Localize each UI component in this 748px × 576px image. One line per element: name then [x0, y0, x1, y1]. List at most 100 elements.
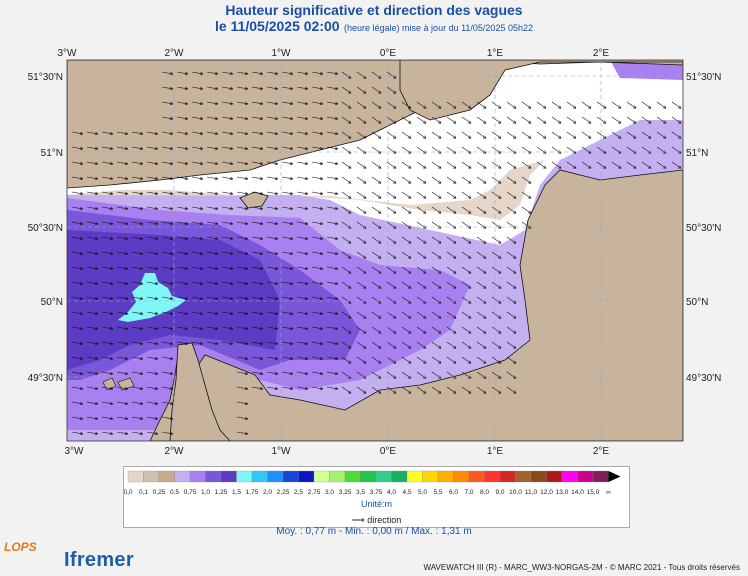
- direction-arrow: [341, 311, 352, 319]
- direction-arrow: [101, 401, 113, 405]
- direction-arrow: [476, 356, 487, 364]
- direction-arrowhead: [289, 131, 294, 136]
- direction-arrow: [266, 296, 278, 300]
- direction-arrow: [386, 161, 397, 169]
- direction-arrow: [251, 86, 263, 90]
- direction-arrow: [266, 71, 278, 75]
- direction-arrowhead: [124, 341, 129, 346]
- direction-arrowhead: [467, 105, 472, 109]
- direction-arrow: [281, 116, 293, 120]
- direction-arrowhead: [334, 311, 339, 316]
- direction-arrowhead: [677, 120, 682, 124]
- direction-arrow: [326, 311, 338, 315]
- direction-arrowhead: [244, 221, 249, 226]
- direction-arrow: [326, 101, 338, 105]
- direction-arrow: [146, 206, 158, 210]
- direction-arrow: [536, 116, 547, 124]
- direction-arrowhead: [407, 120, 412, 124]
- legend-tick-label: 10,0: [509, 489, 522, 496]
- direction-arrow: [326, 371, 338, 375]
- direction-arrowhead: [139, 371, 144, 376]
- lat-label-right: 49°30'N: [686, 373, 721, 384]
- direction-arrow: [86, 341, 98, 345]
- direction-arrow: [191, 101, 203, 105]
- direction-arrowhead: [572, 165, 577, 169]
- direction-arrowhead: [214, 326, 219, 331]
- direction-arrow: [521, 101, 532, 109]
- direction-arrow: [476, 146, 487, 154]
- direction-arrow: [491, 101, 502, 109]
- direction-arrowhead: [452, 240, 457, 244]
- direction-arrowhead: [94, 401, 99, 406]
- direction-arrowhead: [407, 285, 412, 289]
- direction-arrow: [131, 296, 143, 300]
- direction-arrowhead: [289, 86, 294, 91]
- direction-arrowhead: [289, 296, 294, 301]
- direction-arrow: [476, 206, 487, 214]
- direction-arrowhead: [587, 150, 592, 154]
- direction-arrow: [101, 206, 113, 210]
- direction-arrowhead: [512, 240, 517, 244]
- zone-0-75-east: [610, 60, 683, 80]
- direction-arrowhead: [334, 86, 339, 91]
- direction-arrowhead: [407, 210, 412, 214]
- direction-arrow: [281, 206, 293, 210]
- direction-arrowhead: [169, 116, 174, 121]
- direction-arrowhead: [319, 266, 324, 271]
- direction-arrowhead: [587, 105, 592, 109]
- direction-arrowhead: [319, 206, 324, 211]
- legend-swatch: [530, 470, 547, 483]
- direction-arrow: [476, 341, 487, 349]
- direction-arrowhead: [362, 375, 367, 379]
- direction-arrow: [416, 326, 427, 334]
- direction-arrow: [476, 176, 487, 184]
- direction-arrowhead: [289, 206, 294, 211]
- direction-arrowhead: [79, 266, 84, 271]
- direction-arrow: [401, 146, 412, 154]
- direction-arrow: [161, 146, 173, 150]
- lon-label-bottom: 3°W: [65, 446, 85, 457]
- direction-arrowhead: [482, 315, 487, 319]
- direction-arrow: [296, 176, 308, 180]
- direction-arrow: [536, 131, 547, 139]
- legend-swatch: [282, 470, 299, 483]
- direction-arrowhead: [377, 150, 382, 154]
- direction-arrowhead: [392, 195, 397, 199]
- direction-arrowhead: [214, 131, 219, 136]
- direction-arrow: [551, 161, 562, 169]
- direction-arrowhead: [79, 371, 84, 376]
- direction-arrowhead: [602, 135, 607, 139]
- direction-arrowhead: [169, 131, 174, 136]
- direction-arrowhead: [437, 180, 442, 184]
- legend-tick-label: 0,25: [153, 489, 166, 496]
- lat-label-right: 51°30'N: [686, 72, 721, 83]
- direction-arrow: [281, 161, 293, 165]
- direction-arrow: [461, 176, 472, 184]
- direction-arrow: [446, 356, 457, 364]
- direction-arrow: [206, 311, 218, 315]
- direction-arrowhead: [304, 236, 309, 241]
- direction-arrow: [401, 266, 412, 274]
- direction-arrow: [641, 131, 652, 139]
- direction-arrowhead: [274, 191, 279, 196]
- direction-arrowhead: [169, 191, 174, 196]
- direction-arrow: [206, 281, 218, 285]
- direction-arrow: [326, 326, 338, 330]
- direction-arrowhead: [259, 386, 264, 391]
- direction-arrow: [656, 101, 667, 109]
- direction-arrowhead: [139, 431, 144, 436]
- direction-arrow: [71, 206, 83, 210]
- legend-tick-label: 2,75: [308, 489, 321, 496]
- direction-arrow: [506, 191, 517, 199]
- direction-arrow: [476, 281, 487, 289]
- direction-arrow: [236, 386, 248, 390]
- direction-arrow: [386, 281, 397, 289]
- direction-arrowhead: [452, 105, 457, 109]
- direction-arrowhead: [319, 161, 324, 166]
- direction-arrowhead: [497, 300, 502, 304]
- direction-arrow: [206, 101, 218, 105]
- direction-arrow: [401, 296, 412, 304]
- direction-arrow: [131, 371, 143, 375]
- direction-arrow: [206, 191, 218, 195]
- direction-arrow: [86, 131, 98, 135]
